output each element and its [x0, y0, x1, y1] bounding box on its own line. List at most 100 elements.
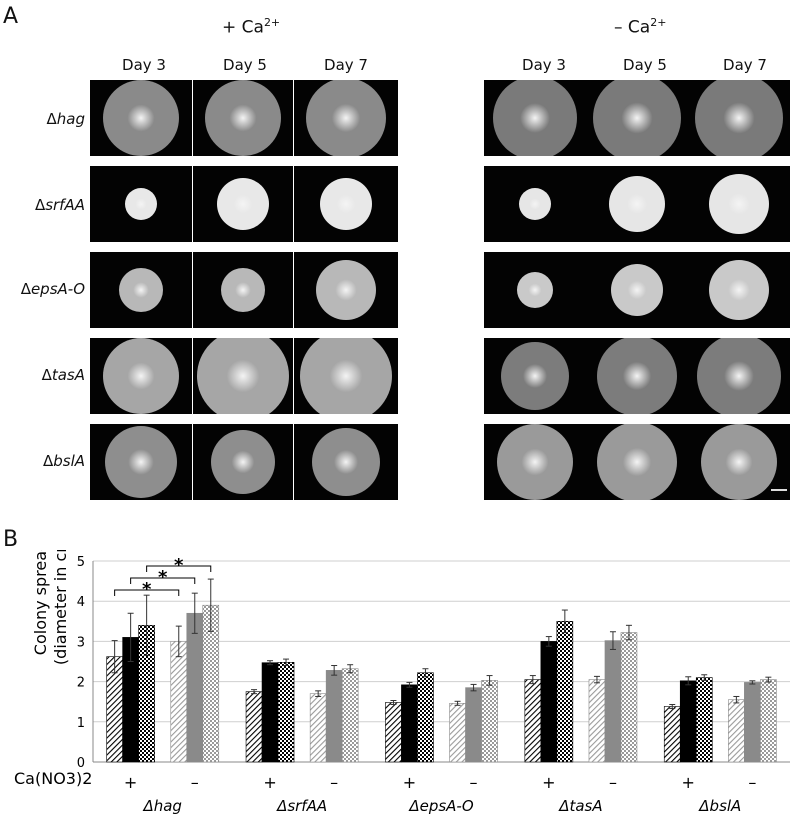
colony-image-epsa-o-minus-ca-day-7 [688, 252, 790, 328]
colony-image-srfaa-minus-ca-day-5 [586, 166, 688, 242]
colony-image-grid [90, 80, 790, 500]
strain-label-bsla: ΔbslA [5, 452, 85, 470]
colony-image-hag-minus-ca-day-7 [688, 80, 790, 156]
delta-symbol: Δ [46, 110, 57, 128]
colony-shape [493, 80, 577, 156]
colony-shape [217, 178, 269, 230]
colony-image-tasa-minus-ca-day-7 [688, 338, 790, 414]
bar [604, 640, 622, 763]
colony-image-tasa-minus-ca-day-5 [586, 338, 688, 414]
bar [728, 699, 745, 763]
y-tick-label: 0 [77, 756, 85, 771]
significance-bracket [130, 577, 196, 584]
strain-name: bslA [53, 452, 85, 470]
colony-image-srfaa-plus-ca-day-7 [294, 166, 398, 242]
colony-image-bsla-minus-ca-day-5 [586, 424, 688, 500]
colony-shape [697, 338, 781, 414]
strain-group-label: ΔbslA [698, 797, 741, 815]
bar [760, 679, 777, 763]
colony-image-epsa-o-minus-ca-day-3 [484, 252, 586, 328]
colony-shape [103, 80, 179, 156]
strain-label-srfaa: ΔsrfAA [5, 196, 85, 214]
colony-image-srfaa-plus-ca-day-5 [193, 166, 293, 242]
bar [540, 641, 558, 763]
bar [695, 677, 713, 763]
colony-shape [316, 260, 376, 320]
day-label: Day 7 [324, 56, 368, 74]
colony-shape [306, 80, 386, 156]
colony-shape [597, 338, 677, 414]
y-tick-label: 4 [77, 595, 85, 610]
bar [186, 612, 204, 763]
colony-image-epsa-o-plus-ca-day-5 [193, 252, 293, 328]
condition-superscript: 2+ [263, 16, 281, 29]
colony-shape [501, 342, 569, 410]
bar [481, 680, 498, 763]
colony-shape [105, 426, 177, 498]
colony-image-tasa-plus-ca-day-5 [193, 338, 293, 414]
colony-image-tasa-plus-ca-day-3 [90, 338, 192, 414]
delta-symbol: Δ [41, 366, 52, 384]
strain-name: epsA-O [30, 280, 85, 298]
delta-symbol: Δ [20, 280, 31, 298]
colony-image-hag-plus-ca-day-3 [90, 80, 192, 156]
colony-image-srfaa-minus-ca-day-7 [688, 166, 790, 242]
scale-bar [771, 489, 787, 491]
colony-shape [125, 188, 157, 220]
strain-label-epsa-o: ΔepsA-O [5, 280, 85, 298]
strain-name: srfAA [45, 196, 85, 214]
colony-image-tasa-minus-ca-day-3 [484, 338, 586, 414]
colony-image-hag-minus-ca-day-3 [484, 80, 586, 156]
day-label: Day 3 [522, 56, 566, 74]
colony-image-bsla-plus-ca-day-3 [90, 424, 192, 500]
colony-shape [300, 338, 392, 414]
colony-shape [709, 260, 769, 320]
panel-a-label: A [3, 4, 19, 29]
colony-shape [211, 430, 275, 494]
colony-image-epsa-o-plus-ca-day-3 [90, 252, 192, 328]
bar [170, 641, 188, 763]
bar [245, 691, 263, 763]
ca-condition-sign: + [263, 773, 276, 792]
significance-star: * [142, 579, 152, 600]
condition-label: + Ca [222, 17, 264, 38]
row-label-ca-no3: Ca(NO3)2 [14, 769, 92, 788]
delta-symbol: Δ [42, 452, 54, 470]
colony-image-epsa-o-minus-ca-day-5 [586, 252, 688, 328]
colony-shape [597, 424, 677, 500]
bar [449, 703, 466, 763]
colony-image-hag-plus-ca-day-5 [193, 80, 293, 156]
colony-image-bsla-minus-ca-day-3 [484, 424, 586, 500]
colony-shape [609, 176, 665, 232]
ca-condition-sign: + [124, 773, 137, 792]
condition-label: – Ca [614, 17, 651, 38]
panel-b-label: B [3, 527, 19, 552]
ca-condition-sign: – [330, 773, 338, 792]
colony-shape [593, 80, 681, 156]
colony-shape [103, 338, 179, 414]
strain-name: hag [56, 110, 85, 128]
colony-shape [695, 80, 783, 156]
colony-shape [519, 188, 551, 220]
y-axis-label-line2: (diameter in cm) [51, 550, 70, 665]
colony-spread-bar-chart: Colony spread (diameter in cm) Ca(NO3)2 … [14, 550, 790, 815]
bar [401, 684, 418, 763]
bar [465, 687, 482, 763]
delta-symbol: Δ [34, 196, 46, 214]
strain-label-tasa: ΔtasA [5, 366, 85, 384]
condition-title-plus-ca: + Ca2+ [222, 16, 280, 38]
colony-image-bsla-minus-ca-day-7 [688, 424, 790, 500]
ca-condition-sign: – [470, 773, 478, 792]
ca-condition-sign: + [542, 773, 555, 792]
colony-image-hag-minus-ca-day-5 [586, 80, 688, 156]
colony-shape [517, 272, 553, 308]
bar [277, 662, 295, 763]
y-axis-label-line1: Colony spread [31, 550, 50, 655]
y-tick-label: 2 [77, 676, 85, 691]
day-label: Day 5 [223, 56, 267, 74]
bar [620, 632, 638, 763]
day-label: Day 3 [122, 56, 166, 74]
colony-image-tasa-plus-ca-day-7 [294, 338, 398, 414]
significance-bracket [114, 589, 180, 596]
colony-shape [497, 424, 573, 500]
